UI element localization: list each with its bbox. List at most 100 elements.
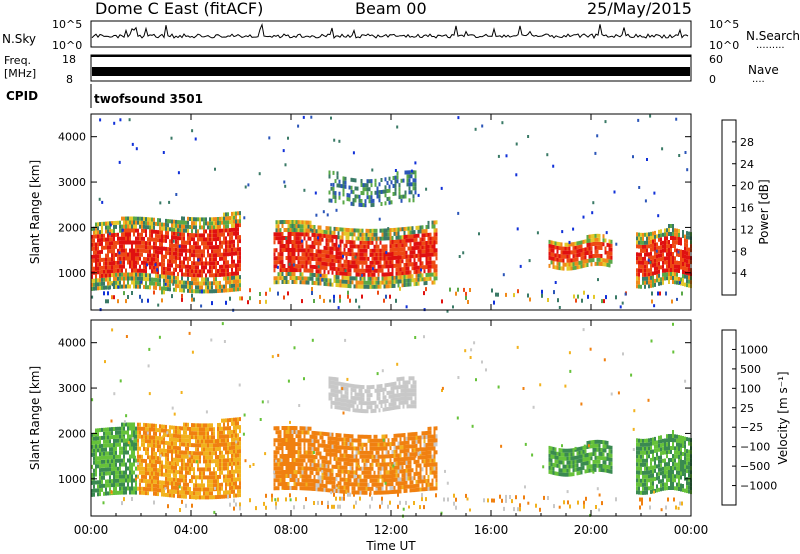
range-cell (109, 225, 111, 230)
range-cell (670, 232, 672, 236)
range-cell (433, 248, 436, 253)
freq-panel: Freq. [MHz] 18 8 60 0 Nave .... (4, 53, 779, 86)
range-cell (181, 280, 183, 285)
range-cell (281, 466, 284, 470)
range-cell (371, 252, 374, 257)
range-cell (175, 247, 177, 252)
range-cell (97, 242, 99, 247)
range-cell (386, 181, 389, 185)
range-cell (334, 179, 337, 184)
range-cell (646, 252, 648, 257)
range-cell (99, 266, 101, 271)
range-cell (587, 294, 589, 299)
range-cell (513, 293, 515, 298)
range-cell (103, 435, 105, 440)
range-cell (293, 430, 296, 434)
range-cell (362, 203, 365, 208)
range-cell (423, 245, 426, 250)
range-cell (646, 158, 648, 161)
range-cell (139, 490, 141, 495)
range-cell (191, 233, 193, 238)
range-cell (153, 463, 155, 468)
range-cell (659, 291, 661, 296)
range-cell (129, 486, 131, 491)
range-cell (403, 227, 406, 231)
range-cell (401, 267, 404, 272)
range-cell (125, 232, 127, 237)
range-cell (97, 234, 99, 239)
range-cell (279, 232, 282, 237)
range-cell (209, 491, 211, 496)
range-cell (91, 258, 93, 263)
range-cell (123, 216, 125, 221)
range-cell (548, 263, 551, 268)
range-cell (177, 426, 179, 431)
range-cell (650, 271, 652, 276)
range-cell (119, 434, 121, 439)
range-cell (349, 298, 351, 303)
range-cell (151, 443, 153, 448)
range-cell (99, 254, 101, 259)
range-cell (293, 470, 296, 474)
range-cell (147, 237, 149, 242)
range-cell (115, 470, 117, 475)
range-cell (317, 261, 320, 266)
range-cell (175, 279, 177, 284)
range-cell (231, 255, 233, 260)
range-cell (131, 482, 133, 487)
range-cell (137, 268, 139, 273)
range-cell (583, 290, 585, 295)
range-cell (349, 438, 352, 443)
range-cell (221, 252, 223, 257)
range-cell (335, 283, 338, 287)
range-cell (279, 470, 282, 475)
range-cell (527, 135, 530, 138)
range-cell (123, 474, 125, 479)
range-cell (215, 451, 217, 456)
range-cell (193, 245, 195, 250)
range-cell (141, 240, 143, 245)
range-cell (309, 482, 312, 487)
range-cell (658, 257, 660, 262)
colorbar-tick-label: 16 (740, 202, 754, 215)
range-cell (107, 483, 109, 488)
range-cell (207, 451, 209, 456)
range-cell (137, 466, 139, 471)
range-cell (664, 236, 666, 241)
range-cell (379, 228, 382, 233)
range-cell (332, 182, 335, 187)
range-cell (91, 226, 93, 231)
range-cell (237, 267, 239, 272)
range-cell (159, 222, 161, 227)
range-cell (98, 197, 101, 201)
range-cell (187, 486, 189, 491)
range-cell (598, 261, 601, 266)
range-cell (516, 227, 519, 231)
range-cell (389, 260, 392, 265)
range-cell (662, 248, 664, 253)
range-cell (233, 453, 235, 458)
range-cell (349, 268, 352, 273)
range-cell (325, 262, 328, 267)
range-cell (233, 433, 235, 438)
range-cell (303, 220, 306, 225)
range-cell (221, 494, 223, 499)
range-cell (197, 439, 199, 444)
range-cell (597, 278, 599, 282)
range-cell (568, 250, 571, 255)
range-cell (325, 254, 328, 259)
range-cell (339, 243, 342, 248)
range-cell (329, 226, 332, 231)
range-cell (393, 247, 396, 252)
range-cell (295, 244, 298, 249)
range-cell (648, 244, 650, 249)
range-cell (183, 454, 185, 459)
range-cell (305, 248, 308, 253)
range-cell (139, 240, 141, 245)
range-cell (403, 231, 406, 235)
range-cell (153, 439, 155, 444)
range-cell (145, 439, 147, 444)
range-cell (95, 440, 97, 445)
range-cell (123, 291, 125, 296)
range-cell (574, 245, 577, 250)
